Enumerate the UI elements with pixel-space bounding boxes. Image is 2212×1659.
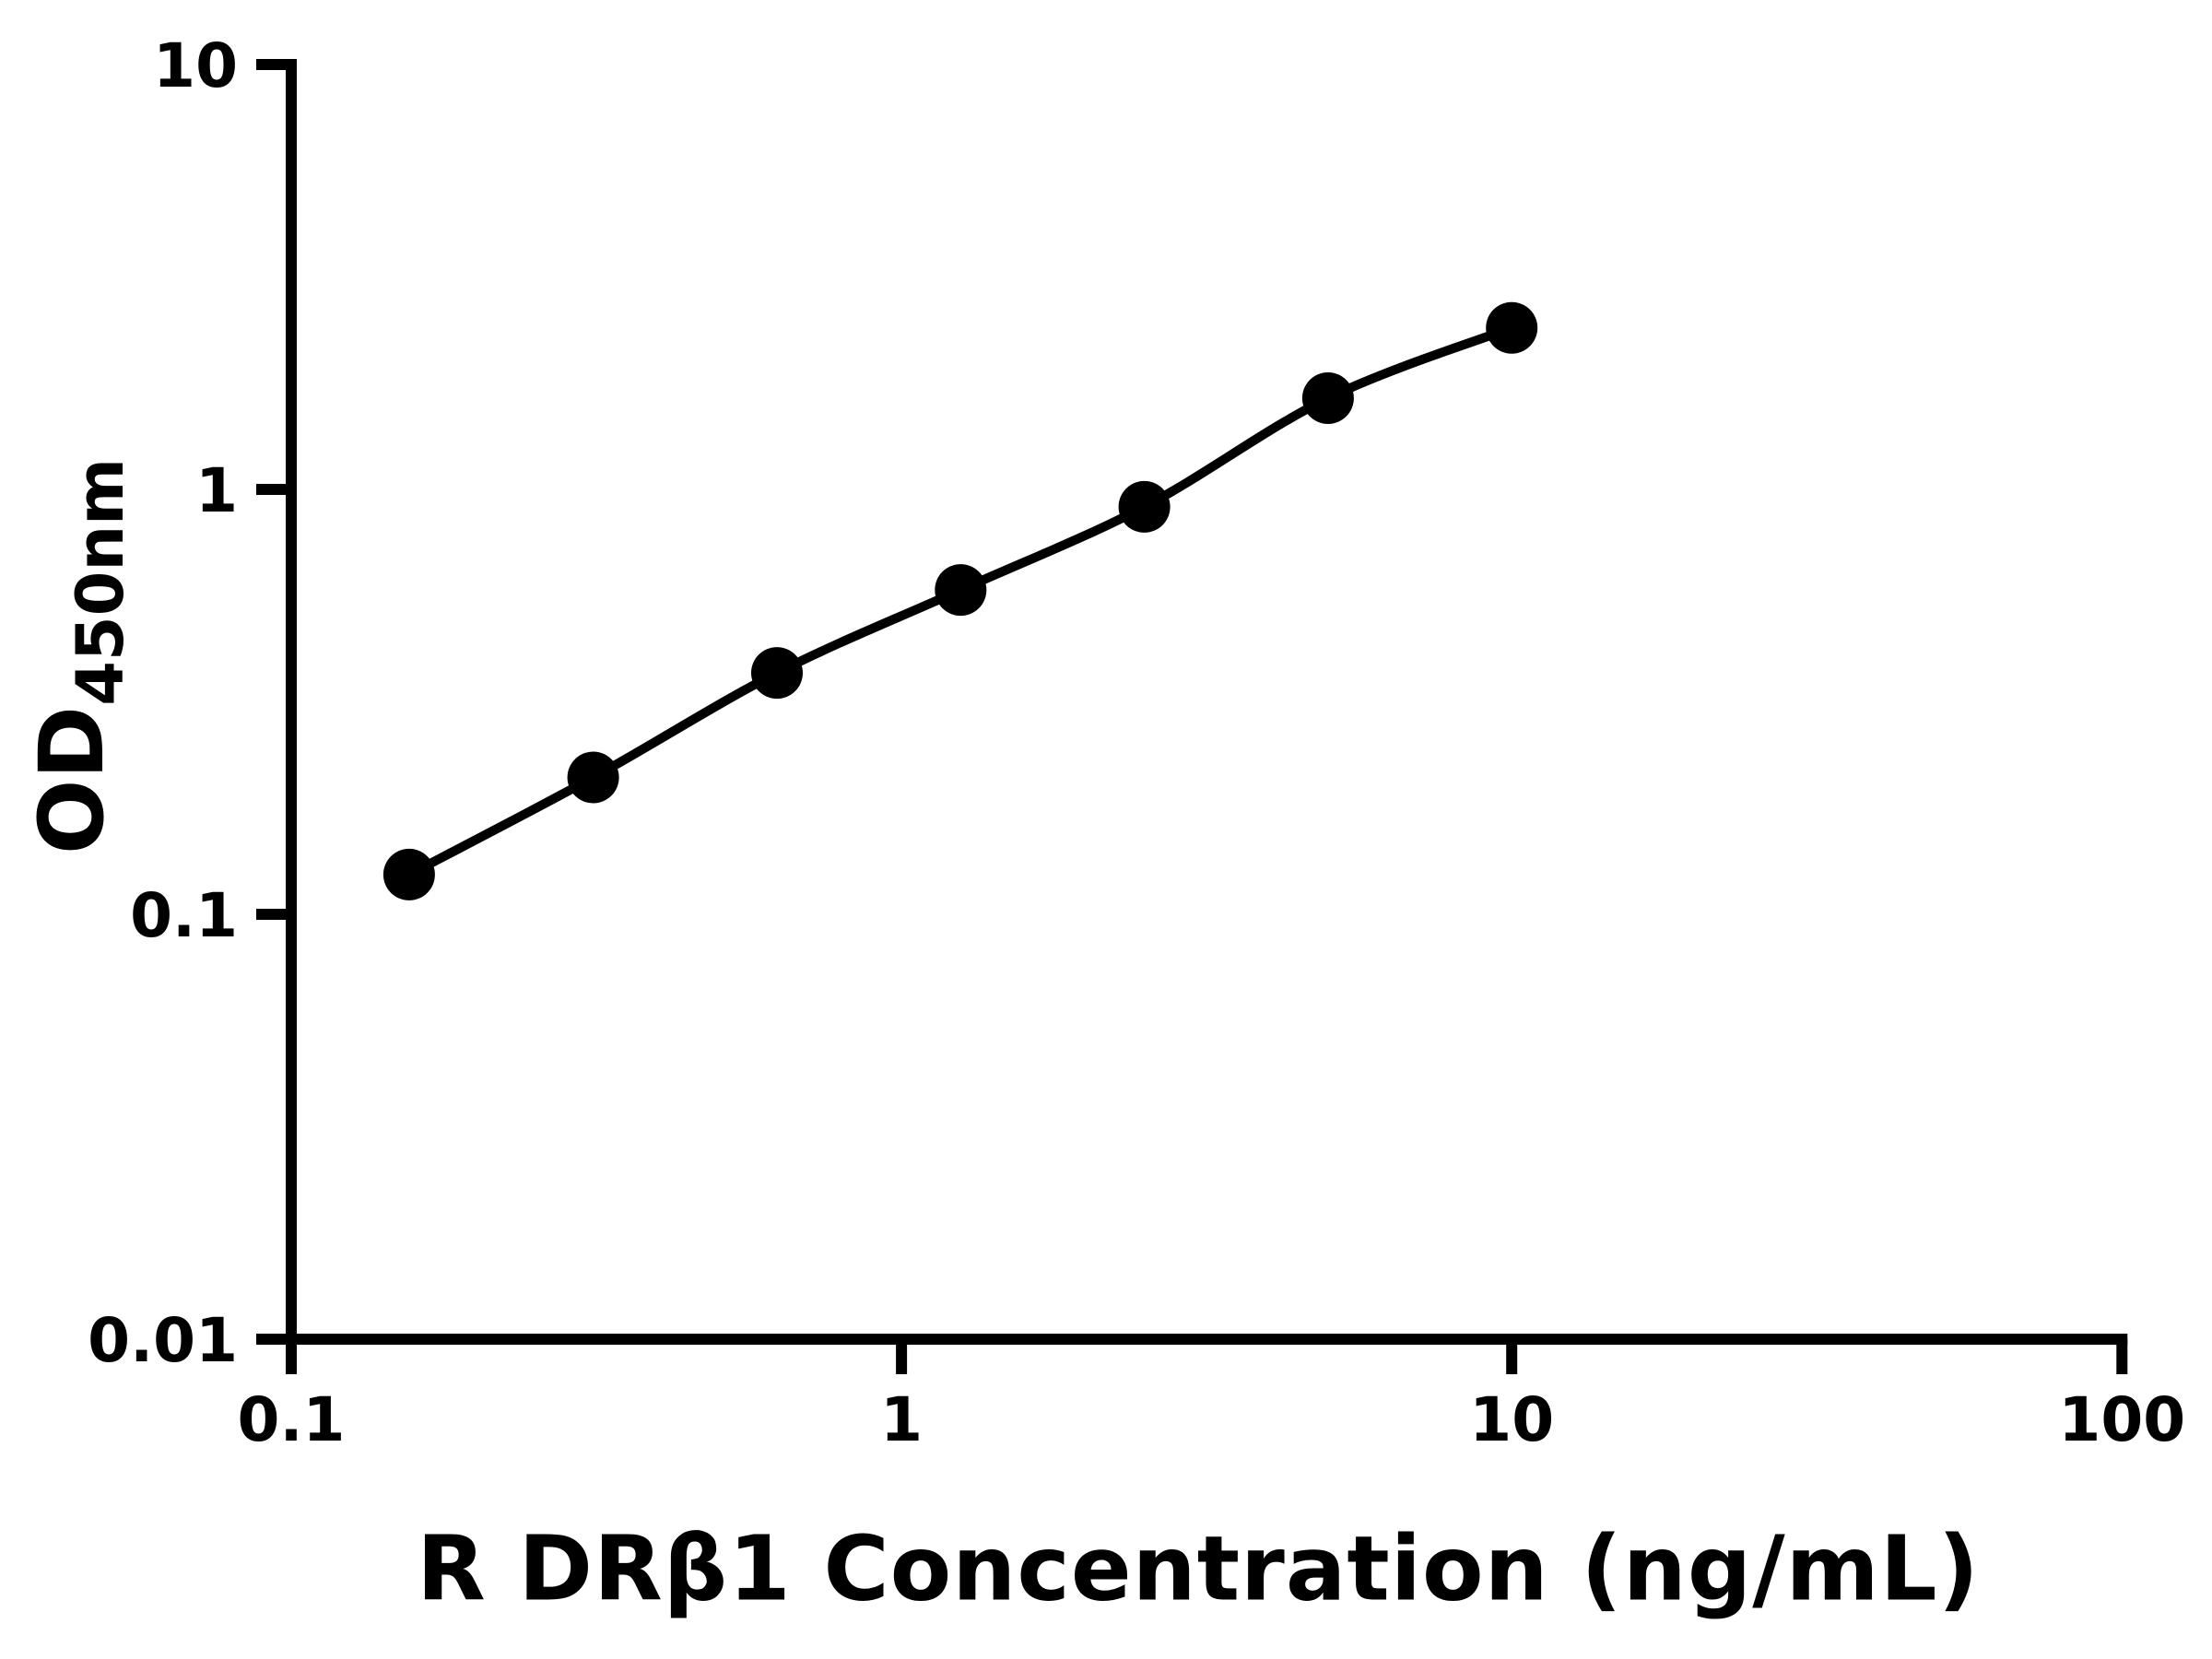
data-point xyxy=(1486,301,1538,354)
x-tick-label: 10 xyxy=(1469,1384,1554,1455)
x-tick-label: 1 xyxy=(880,1384,923,1455)
data-point xyxy=(567,751,619,804)
y-axis-title-main: OD xyxy=(20,705,124,855)
y-axis-title-subscript: 450nm xyxy=(63,457,138,706)
y-tick-label: 1 xyxy=(195,455,238,526)
data-point xyxy=(1118,480,1171,533)
x-axis-title: R DRβ1 Concentration (ng/mL) xyxy=(417,1516,1980,1621)
x-tick-label: 100 xyxy=(2058,1384,2185,1455)
data-point xyxy=(382,848,435,900)
x-tick-label: 0.1 xyxy=(238,1384,346,1455)
y-tick-label: 0.1 xyxy=(130,880,238,951)
y-tick-label: 0.01 xyxy=(88,1305,238,1376)
data-point xyxy=(1301,372,1354,424)
y-axis-title: OD450nm xyxy=(20,458,138,854)
data-point xyxy=(935,564,987,617)
data-point xyxy=(751,647,803,700)
y-tick-label: 10 xyxy=(153,30,238,101)
